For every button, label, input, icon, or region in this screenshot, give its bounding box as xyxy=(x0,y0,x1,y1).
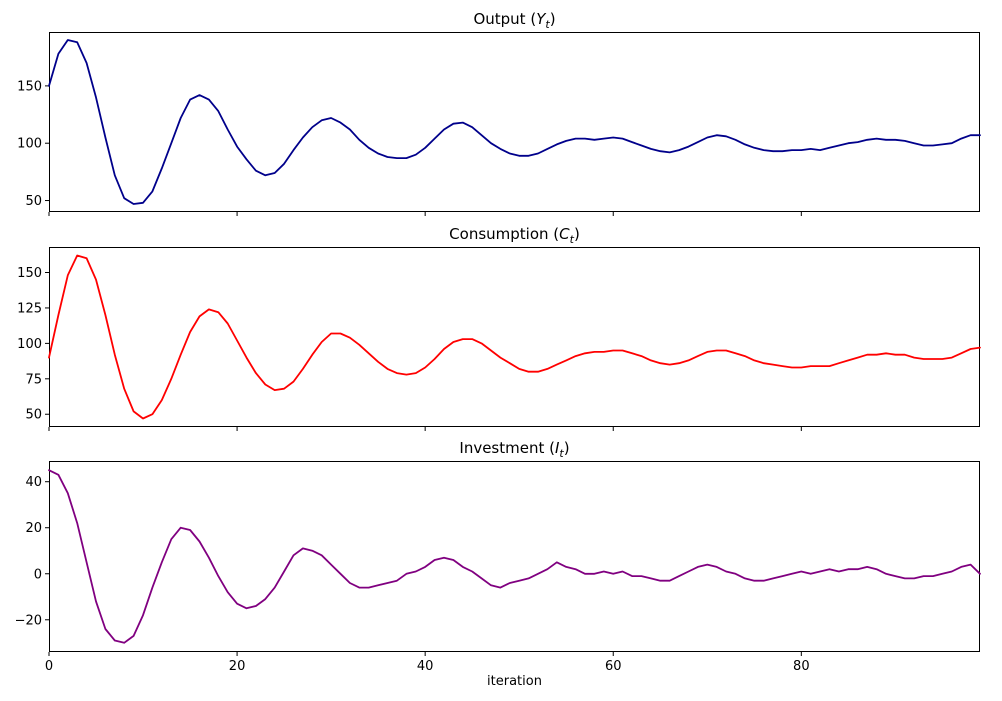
title-var: It xyxy=(554,439,564,460)
y-tick-label: 100 xyxy=(17,137,42,152)
y-tick-label: 150 xyxy=(17,79,42,94)
y-tick-label: 75 xyxy=(25,372,42,387)
y-tick-label: 125 xyxy=(17,301,42,316)
x-tick-label: 60 xyxy=(605,659,622,674)
subplot-title-investment: Investment (It) xyxy=(49,439,980,463)
y-tick-label: 40 xyxy=(25,475,42,490)
x-tick-label: 20 xyxy=(229,659,246,674)
output-line xyxy=(48,39,981,205)
y-tick-label: 150 xyxy=(17,266,42,281)
consumption-subplot: 50 75 100 125 150 xyxy=(17,247,981,431)
title-suffix: ) xyxy=(549,10,556,28)
x-tick-label: 40 xyxy=(417,659,434,674)
investment-axes-frame xyxy=(49,461,980,652)
y-tick-label: 100 xyxy=(17,337,42,352)
y-tick-label: 0 xyxy=(34,567,42,582)
x-tick-label: 80 xyxy=(793,659,810,674)
subplot-title-consumption: Consumption (Ct) xyxy=(49,225,980,249)
consumption-axes-frame xyxy=(49,247,980,427)
title-text: Output ( xyxy=(473,10,537,28)
y-tick-label: −20 xyxy=(15,613,42,628)
investment-subplot: 0 20 40 60 80 −20 0 20 40 xyxy=(15,461,981,674)
title-suffix: ) xyxy=(563,439,570,457)
investment-line xyxy=(48,469,981,644)
subplot-title-output: Output (Yt) xyxy=(49,10,980,34)
title-text: Investment ( xyxy=(459,439,555,457)
title-suffix: ) xyxy=(573,225,580,243)
y-tick-label: 50 xyxy=(25,408,42,423)
x-axis-label: iteration xyxy=(487,674,542,689)
title-text: Consumption ( xyxy=(449,225,560,243)
title-var: Ct xyxy=(559,225,574,246)
title-var: Yt xyxy=(536,10,550,31)
y-tick-label: 50 xyxy=(25,194,42,209)
output-axes-frame xyxy=(49,32,980,212)
consumption-line xyxy=(48,254,981,420)
y-tick-label: 20 xyxy=(25,521,42,536)
x-tick-label: 0 xyxy=(45,659,53,674)
output-subplot: 50 100 150 xyxy=(17,32,981,216)
